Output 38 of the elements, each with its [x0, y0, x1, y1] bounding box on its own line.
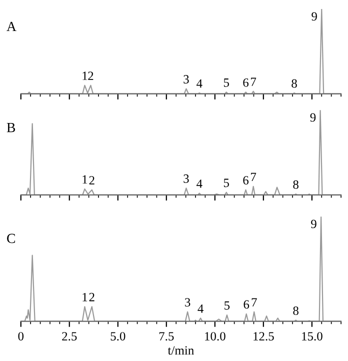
x-tick-label: 10.0: [205, 332, 226, 341]
annotation: 6: [243, 78, 249, 87]
annotation: 3: [184, 75, 189, 84]
annotation: 5: [224, 178, 229, 188]
annotation: 7: [252, 298, 257, 306]
x-tick-label: 0: [18, 332, 24, 341]
annotation: 6: [244, 300, 250, 309]
x-tick-label: 5.0: [110, 332, 126, 341]
annotation: 9: [312, 12, 317, 21]
x-tick-label: 2.5: [62, 332, 77, 341]
annotation: 9: [310, 113, 316, 122]
annotation: 2: [88, 72, 94, 80]
annotation: 2: [89, 292, 94, 302]
x-tick-label: 12.5: [254, 332, 274, 341]
x-tick-label: 15.0: [302, 332, 322, 341]
annotation: 7: [251, 172, 256, 182]
annotation: 9: [311, 220, 316, 228]
annotation: 1: [82, 175, 88, 184]
annotation: 3: [185, 298, 190, 307]
text: C: [7, 234, 15, 244]
annotation: 4: [198, 304, 204, 313]
annotation: 1: [82, 72, 88, 80]
annotation: 8: [292, 79, 297, 88]
annotation: 1: [82, 292, 88, 302]
annotation: 5: [224, 78, 229, 87]
annotation: 6: [243, 176, 249, 185]
annotation: 5: [224, 301, 230, 310]
annotation: 4: [196, 180, 202, 188]
text: A: [6, 22, 16, 32]
text: B: [6, 123, 16, 132]
annotation: 4: [196, 79, 202, 88]
annotation: 2: [89, 176, 94, 184]
annotation: 8: [293, 306, 298, 315]
annotation: 7: [251, 78, 256, 86]
x-axis-title: t/min: [168, 346, 194, 355]
annotation: 3: [184, 174, 189, 183]
x-tick-label: 7.5: [159, 332, 174, 341]
annotation: 8: [293, 180, 298, 189]
